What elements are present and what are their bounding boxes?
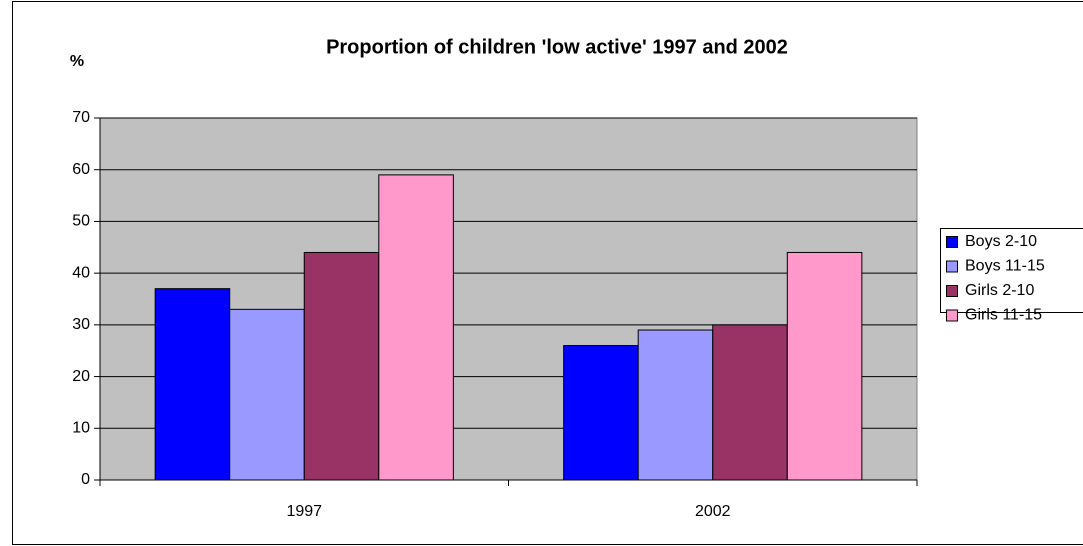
bar (154, 288, 231, 481)
legend-label: Boys 2-10 (965, 233, 1037, 250)
y-tick-label: 30 (72, 316, 90, 333)
x-tick-label: 1997 (286, 503, 322, 520)
y-tick-label: 60 (72, 161, 90, 178)
y-axis-label: % (70, 53, 84, 70)
legend-swatch (946, 285, 958, 297)
legend-box (940, 228, 1083, 313)
bar (637, 329, 714, 481)
bar (303, 251, 380, 481)
bar (378, 174, 454, 481)
legend-label: Girls 11-15 (965, 307, 1042, 324)
legend-swatch (946, 309, 958, 322)
y-tick-label: 20 (72, 368, 90, 385)
x-tick-label: 2002 (695, 503, 731, 520)
bar (786, 251, 863, 481)
bar (229, 308, 305, 481)
bar (712, 324, 788, 481)
legend-label: Boys 11-15 (965, 258, 1045, 275)
bar (563, 345, 639, 481)
legend-swatch (946, 260, 958, 273)
legend-swatch (946, 236, 958, 248)
y-tick-label: 0 (81, 471, 90, 488)
chart-title: Proportion of children 'low active' 1997… (326, 36, 788, 58)
y-tick-label: 50 (72, 213, 90, 230)
y-tick-label: 70 (72, 109, 90, 126)
legend-label: Girls 2-10 (965, 282, 1034, 299)
y-tick-label: 40 (72, 264, 90, 281)
y-tick-label: 10 (72, 420, 90, 437)
